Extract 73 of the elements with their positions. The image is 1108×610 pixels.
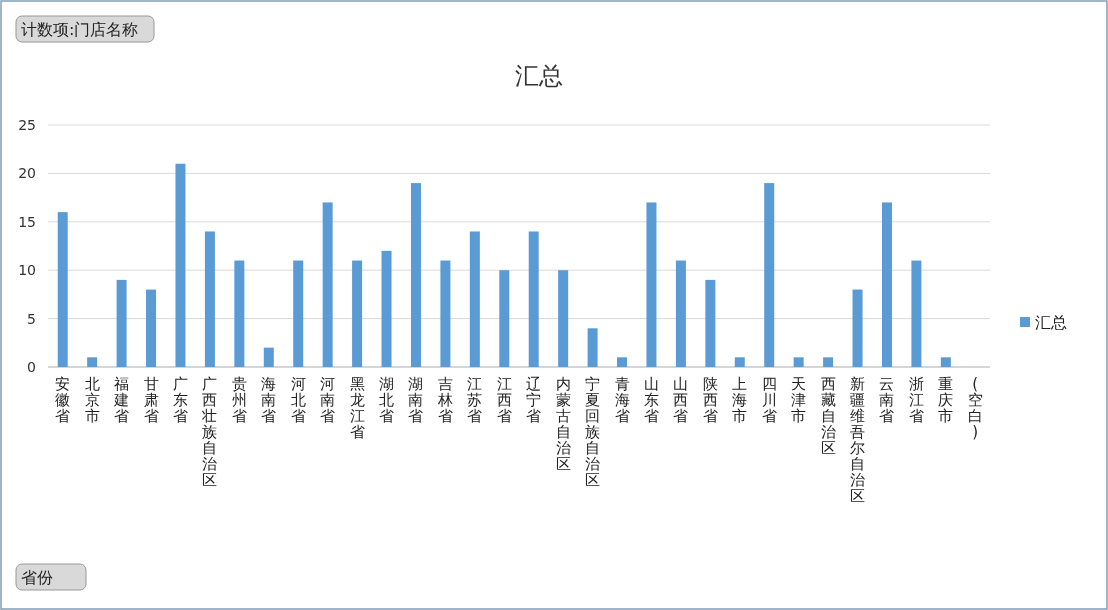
y-tick-label: 15 [18,213,36,230]
legend-label: 汇总 [1035,313,1067,332]
x-tick-label: 广西壮族自治区 [201,375,218,489]
bar [381,250,392,367]
bar [881,202,892,367]
x-tick-label: 安徽省 [55,375,71,425]
x-tick-label: 黑龙江省 [349,375,365,441]
x-tick-label: 贵州省 [231,375,247,425]
bar [57,212,68,367]
bar [558,270,569,367]
bar [528,231,539,367]
bar [204,231,215,367]
x-tick-label: 上海市 [732,375,748,425]
x-tick-label: 湖北省 [379,375,395,425]
x-tick-label: 宁夏回族自治区 [585,375,601,489]
x-tick-label: 河南省 [320,375,336,425]
bar [87,357,98,367]
y-tick-label: 5 [27,310,36,327]
bar [852,289,863,367]
text: 计数项:门店名称 [21,20,139,39]
bar [617,357,628,367]
x-tick-label: 山东省 [643,375,659,425]
bar [146,289,157,367]
bar [823,357,834,367]
bar [116,279,127,367]
bar [293,260,304,367]
x-tick-label: 甘肃省 [143,375,159,425]
x-tick-label: 云南省 [879,375,895,425]
bar [764,183,775,367]
x-tick-label: 青海省 [614,375,630,425]
bar [322,202,333,367]
x-tick-label: 广东省 [172,375,188,425]
x-tick-label: 陕西省 [702,375,718,425]
x-tick-label: 内蒙古自治区 [555,375,571,473]
x-tick-label: 湖南省 [408,375,424,425]
x-tick-label: 福建省 [113,375,130,425]
bar [352,260,363,367]
bar [940,357,951,367]
bar [734,357,745,367]
x-tick-label: 山西省 [673,375,689,425]
bar [705,279,716,367]
bar [410,183,421,367]
bar [234,260,245,367]
y-tick-label: 0 [27,359,36,375]
x-tick-label: 浙江省 [908,375,924,425]
bar [587,328,598,367]
x-tick-label: 新疆维吾尔自治区 [850,375,866,505]
y-tick-label: 20 [18,165,36,182]
y-tick-label: 10 [18,262,36,279]
x-tick-label: 重庆市 [938,375,954,425]
bar [440,260,451,367]
bar [793,357,804,367]
bar [175,163,186,367]
x-tick-label: 海南省 [261,375,277,425]
bar [499,270,510,367]
bar [646,202,657,367]
chart-title: 汇总 [515,62,563,90]
x-tick-label: (空白) [967,375,983,441]
x-tick-label: 吉林省 [436,375,453,425]
x-tick-label: 西藏自治区 [820,375,836,457]
x-tick-label: 江西省 [496,375,512,425]
x-tick-label: 天津市 [791,375,807,425]
x-tick-label: 江苏省 [467,375,483,425]
bar [911,260,922,367]
bar [263,347,274,367]
bar [675,260,686,367]
y-tick-label: 25 [18,117,36,133]
text: 省份 [21,568,53,587]
x-tick-label: 河北省 [290,375,306,425]
x-tick-label: 四川省 [761,375,777,425]
bar [469,231,480,367]
x-tick-label: 辽宁省 [526,375,542,425]
x-tick-label: 北京市 [84,375,100,425]
